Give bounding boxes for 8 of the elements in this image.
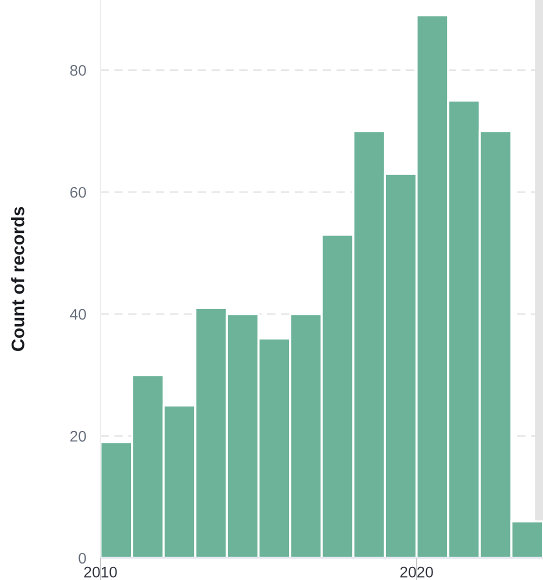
x-tick-label: 2010 (84, 566, 117, 578)
y-tick-label: 60 (70, 186, 86, 198)
x-tick-label: 2020 (400, 566, 433, 578)
y-tick-label: 40 (70, 308, 86, 320)
y-tick-label: 0 (78, 552, 86, 564)
y-tick-label: 20 (70, 430, 86, 442)
y-axis-title: Count of records (11, 206, 24, 351)
y-tick-label: 80 (70, 64, 86, 76)
